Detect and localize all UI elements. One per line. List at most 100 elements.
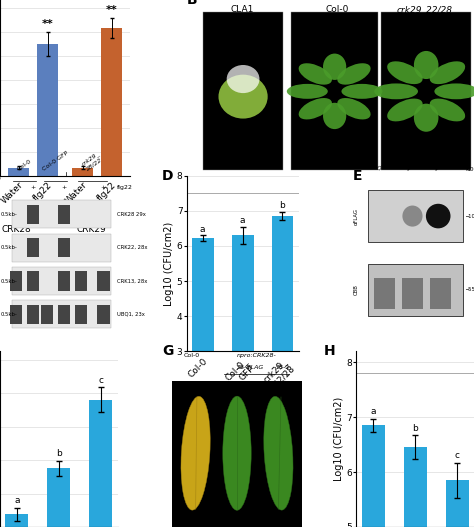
Text: -: - — [46, 186, 48, 190]
Text: kDa: kDa — [465, 167, 474, 172]
Ellipse shape — [374, 83, 418, 99]
Ellipse shape — [287, 84, 328, 99]
FancyBboxPatch shape — [12, 300, 111, 328]
FancyBboxPatch shape — [27, 305, 39, 324]
FancyBboxPatch shape — [58, 305, 70, 324]
Text: D: D — [162, 169, 173, 183]
Text: b: b — [412, 424, 418, 433]
Ellipse shape — [430, 99, 465, 121]
Bar — [37, 44, 58, 175]
Text: b: b — [280, 201, 285, 210]
Text: -: - — [80, 186, 82, 190]
Text: -: - — [15, 186, 17, 190]
Text: ─100: ─100 — [465, 213, 474, 219]
Y-axis label: Log10 (CFU/cm2): Log10 (CFU/cm2) — [164, 221, 174, 306]
Bar — [446, 480, 469, 527]
FancyBboxPatch shape — [402, 278, 422, 309]
Text: c: c — [455, 451, 460, 460]
Text: G: G — [162, 344, 173, 358]
Bar — [192, 238, 214, 457]
Ellipse shape — [299, 98, 332, 120]
Ellipse shape — [430, 61, 465, 84]
Text: CLA1: CLA1 — [230, 5, 254, 14]
Text: b: b — [56, 450, 62, 458]
FancyBboxPatch shape — [27, 271, 39, 291]
Text: crk29_22/28: crk29_22/28 — [397, 5, 453, 14]
FancyBboxPatch shape — [12, 267, 111, 295]
Bar — [8, 168, 29, 175]
Ellipse shape — [323, 103, 346, 129]
FancyBboxPatch shape — [58, 204, 70, 224]
FancyBboxPatch shape — [381, 12, 471, 170]
Text: Col-0: Col-0 — [17, 159, 33, 172]
FancyBboxPatch shape — [27, 204, 39, 224]
Ellipse shape — [337, 63, 371, 85]
Text: B: B — [187, 0, 198, 7]
Text: a: a — [14, 496, 19, 505]
Ellipse shape — [227, 65, 259, 93]
FancyBboxPatch shape — [10, 305, 22, 324]
FancyBboxPatch shape — [291, 12, 378, 170]
Y-axis label: Log10 (CFU/cm2): Log10 (CFU/cm2) — [334, 397, 344, 481]
Text: Col-0 GFP: Col-0 GFP — [42, 151, 69, 172]
Ellipse shape — [414, 51, 438, 79]
Text: flg22: flg22 — [117, 186, 133, 190]
FancyBboxPatch shape — [97, 305, 109, 324]
Bar — [47, 469, 70, 527]
FancyBboxPatch shape — [97, 271, 109, 291]
Text: CRK13, 28x: CRK13, 28x — [117, 279, 147, 284]
Ellipse shape — [264, 396, 293, 510]
Ellipse shape — [341, 84, 383, 99]
Text: c: c — [98, 376, 103, 385]
FancyBboxPatch shape — [75, 305, 87, 324]
Bar — [232, 236, 254, 457]
FancyBboxPatch shape — [58, 271, 70, 291]
Text: E: E — [353, 169, 363, 183]
Ellipse shape — [434, 83, 474, 99]
Text: CRK28: CRK28 — [2, 225, 32, 234]
Text: Col-0: Col-0 — [183, 353, 200, 358]
FancyBboxPatch shape — [12, 200, 111, 228]
FancyBboxPatch shape — [430, 278, 450, 309]
Ellipse shape — [414, 104, 438, 132]
FancyBboxPatch shape — [368, 190, 463, 242]
Text: Col-0: Col-0 — [326, 5, 349, 14]
Text: +: + — [101, 186, 106, 190]
Text: CRK28 29x: CRK28 29x — [117, 212, 146, 217]
FancyBboxPatch shape — [368, 264, 463, 316]
Text: crk29_
28/22: crk29_ 28/22 — [81, 151, 104, 172]
Bar — [73, 168, 93, 175]
FancyBboxPatch shape — [75, 271, 87, 291]
Ellipse shape — [323, 54, 346, 80]
Ellipse shape — [387, 99, 423, 121]
Bar — [362, 425, 385, 527]
Text: ─55: ─55 — [465, 287, 474, 292]
Bar — [272, 216, 293, 457]
FancyBboxPatch shape — [374, 278, 394, 309]
Text: 0.5kb-: 0.5kb- — [0, 279, 18, 284]
Text: 0.5kb-: 0.5kb- — [0, 212, 18, 217]
Text: 0.5kb-: 0.5kb- — [0, 245, 18, 250]
Text: UBQ1, 23x: UBQ1, 23x — [117, 312, 145, 317]
Text: Col-0: Col-0 — [376, 159, 392, 172]
Text: 28-1: 28-1 — [405, 160, 419, 172]
Text: +: + — [31, 186, 36, 190]
Text: +: + — [61, 186, 67, 190]
Text: a: a — [200, 225, 205, 233]
FancyBboxPatch shape — [41, 305, 53, 324]
Text: CBB: CBB — [354, 285, 359, 295]
Text: a: a — [371, 407, 376, 416]
Ellipse shape — [426, 204, 450, 228]
Text: a: a — [240, 216, 246, 225]
Ellipse shape — [299, 63, 332, 85]
Ellipse shape — [402, 206, 422, 227]
Text: **: ** — [106, 5, 118, 15]
Bar — [89, 400, 112, 527]
FancyBboxPatch shape — [173, 381, 301, 527]
FancyBboxPatch shape — [12, 233, 111, 262]
Text: αFLAG: αFLAG — [354, 208, 359, 225]
Text: 0.5kb-: 0.5kb- — [0, 312, 18, 317]
Ellipse shape — [337, 98, 371, 120]
Text: H: H — [323, 344, 335, 358]
FancyBboxPatch shape — [27, 238, 39, 257]
